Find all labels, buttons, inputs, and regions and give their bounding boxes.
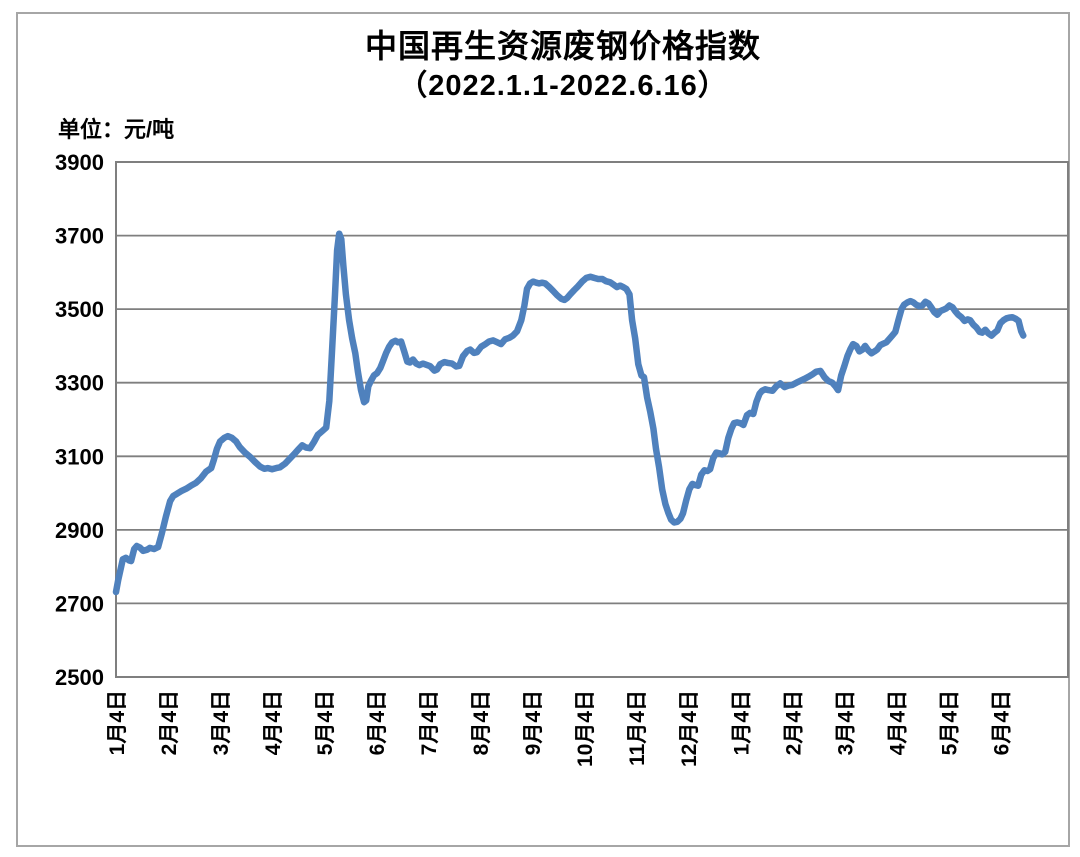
y-axis-label: 3900 <box>55 150 104 175</box>
x-axis-label: 2月4日 <box>158 690 181 755</box>
page-title: 中国再生资源废钢价格指数 <box>364 28 761 64</box>
x-axis-label: 2月4日 <box>782 690 805 755</box>
x-axis-label: 4月4日 <box>262 690 285 755</box>
x-axis-label: 1月4日 <box>106 690 129 755</box>
x-axis-label: 5月4日 <box>314 690 337 755</box>
y-axis-label: 3500 <box>55 297 104 322</box>
x-axis-label: 5月4日 <box>938 690 961 755</box>
x-axis-label: 1月4日 <box>730 690 753 755</box>
x-axis-label: 4月4日 <box>886 690 909 755</box>
y-axis-label: 3100 <box>55 444 104 469</box>
x-axis-label: 10月4日 <box>574 690 597 767</box>
title-block: 中国再生资源废钢价格指数 （2022.1.1-2022.6.16） <box>60 28 1066 103</box>
y-axis-label: 3300 <box>55 371 104 396</box>
y-axis-label: 2500 <box>55 665 104 690</box>
unit-label: 单位：元/吨 <box>58 117 175 142</box>
y-axis-label: 3700 <box>55 224 104 249</box>
plot-border <box>115 161 1069 678</box>
x-axis-label: 8月4日 <box>470 690 493 755</box>
x-axis-label: 7月4日 <box>418 690 441 755</box>
y-axis-label: 2700 <box>55 591 104 616</box>
y-axis-label: 2900 <box>55 518 104 543</box>
x-axis-label: 9月4日 <box>522 690 545 755</box>
x-axis-label: 6月4日 <box>366 690 389 755</box>
x-axis-label: 6月4日 <box>990 690 1013 755</box>
price-index-line <box>112 230 1027 596</box>
x-axis-label: 3月4日 <box>210 690 233 755</box>
page-subtitle: （2022.1.1-2022.6.16） <box>398 69 728 102</box>
x-axis-label: 11月4日 <box>626 690 649 766</box>
x-axis-label: 12月4日 <box>678 690 701 767</box>
x-axis-label: 3月4日 <box>834 690 857 755</box>
